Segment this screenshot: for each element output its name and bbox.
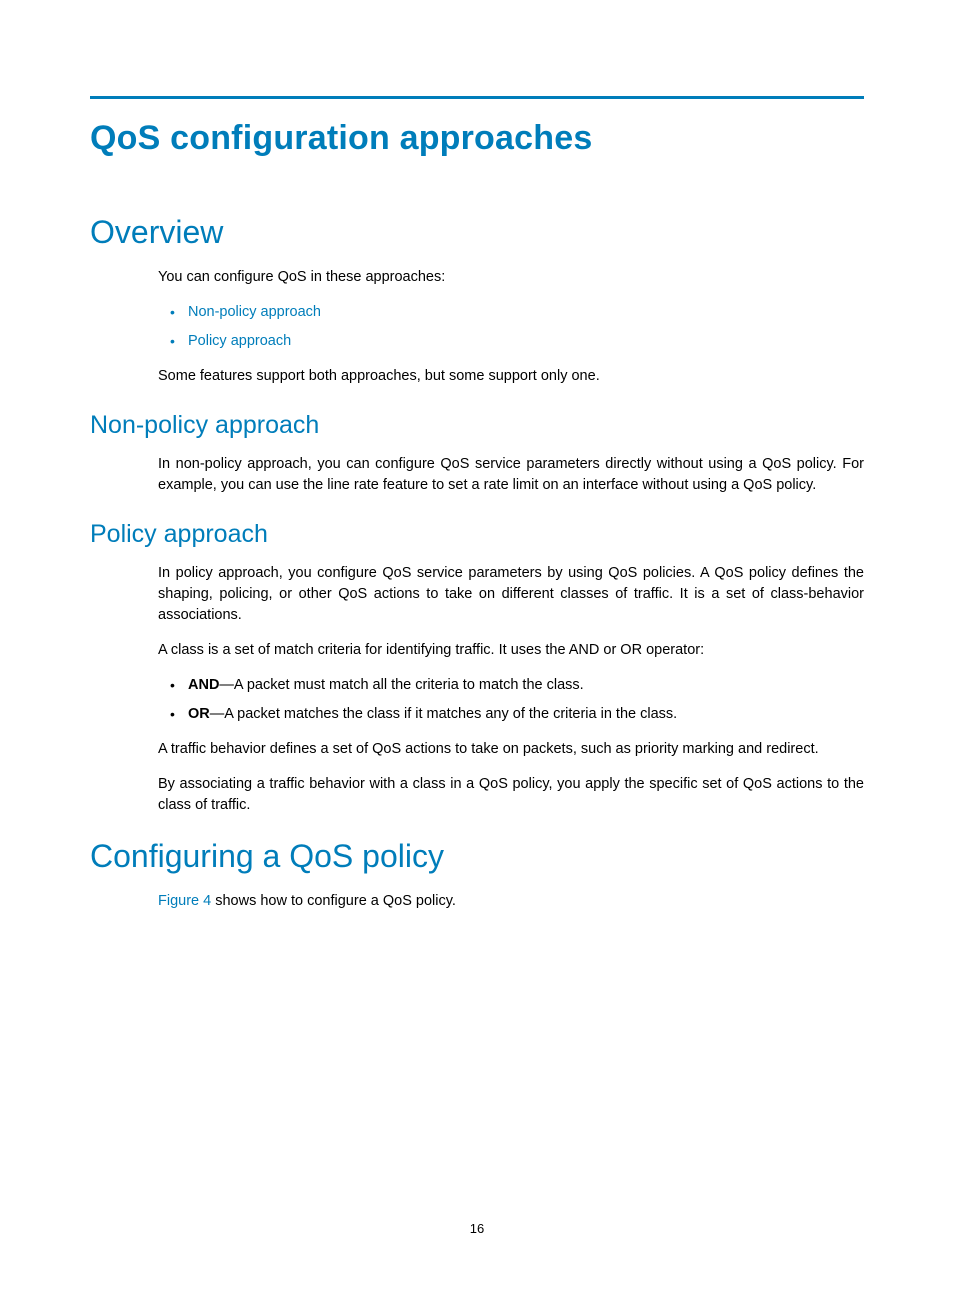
term-or: OR	[188, 706, 210, 722]
policy-body: In policy approach, you configure QoS se…	[158, 563, 864, 816]
policy-para1: In policy approach, you configure QoS se…	[158, 563, 864, 626]
list-item: OR—A packet matches the class if it matc…	[188, 704, 864, 725]
policy-heading: Policy approach	[90, 520, 864, 549]
policy-para2: A class is a set of match criteria for i…	[158, 640, 864, 661]
nonpolicy-heading: Non-policy approach	[90, 411, 864, 440]
policy-para4: By associating a traffic behavior with a…	[158, 774, 864, 816]
list-item: Policy approach	[188, 331, 864, 352]
configuring-body: Figure 4 shows how to configure a QoS po…	[158, 891, 864, 912]
list-item: AND—A packet must match all the criteria…	[188, 675, 864, 696]
document-page: QoS configuration approaches Overview Yo…	[0, 0, 954, 1296]
policy-para3: A traffic behavior defines a set of QoS …	[158, 739, 864, 760]
figure-ref-link[interactable]: Figure 4	[158, 893, 211, 909]
link-nonpolicy[interactable]: Non-policy approach	[188, 304, 321, 320]
page-title: QoS configuration approaches	[90, 119, 864, 158]
overview-bullet-list: Non-policy approach Policy approach	[158, 302, 864, 352]
overview-note: Some features support both approaches, b…	[158, 366, 864, 387]
overview-intro: You can configure QoS in these approache…	[158, 267, 864, 288]
term-and: AND	[188, 677, 219, 693]
term-or-text: —A packet matches the class if it matche…	[210, 706, 677, 722]
configuring-rest: shows how to configure a QoS policy.	[211, 893, 456, 909]
link-policy[interactable]: Policy approach	[188, 333, 291, 349]
overview-heading: Overview	[90, 214, 864, 251]
top-rule	[90, 96, 864, 99]
list-item: Non-policy approach	[188, 302, 864, 323]
nonpolicy-para: In non-policy approach, you can configur…	[158, 454, 864, 496]
configuring-para: Figure 4 shows how to configure a QoS po…	[158, 891, 864, 912]
nonpolicy-body: In non-policy approach, you can configur…	[158, 454, 864, 496]
term-and-text: —A packet must match all the criteria to…	[219, 677, 583, 693]
overview-body: You can configure QoS in these approache…	[158, 267, 864, 387]
configuring-heading: Configuring a QoS policy	[90, 838, 864, 875]
policy-bullet-list: AND—A packet must match all the criteria…	[158, 675, 864, 725]
page-number: 16	[0, 1221, 954, 1236]
